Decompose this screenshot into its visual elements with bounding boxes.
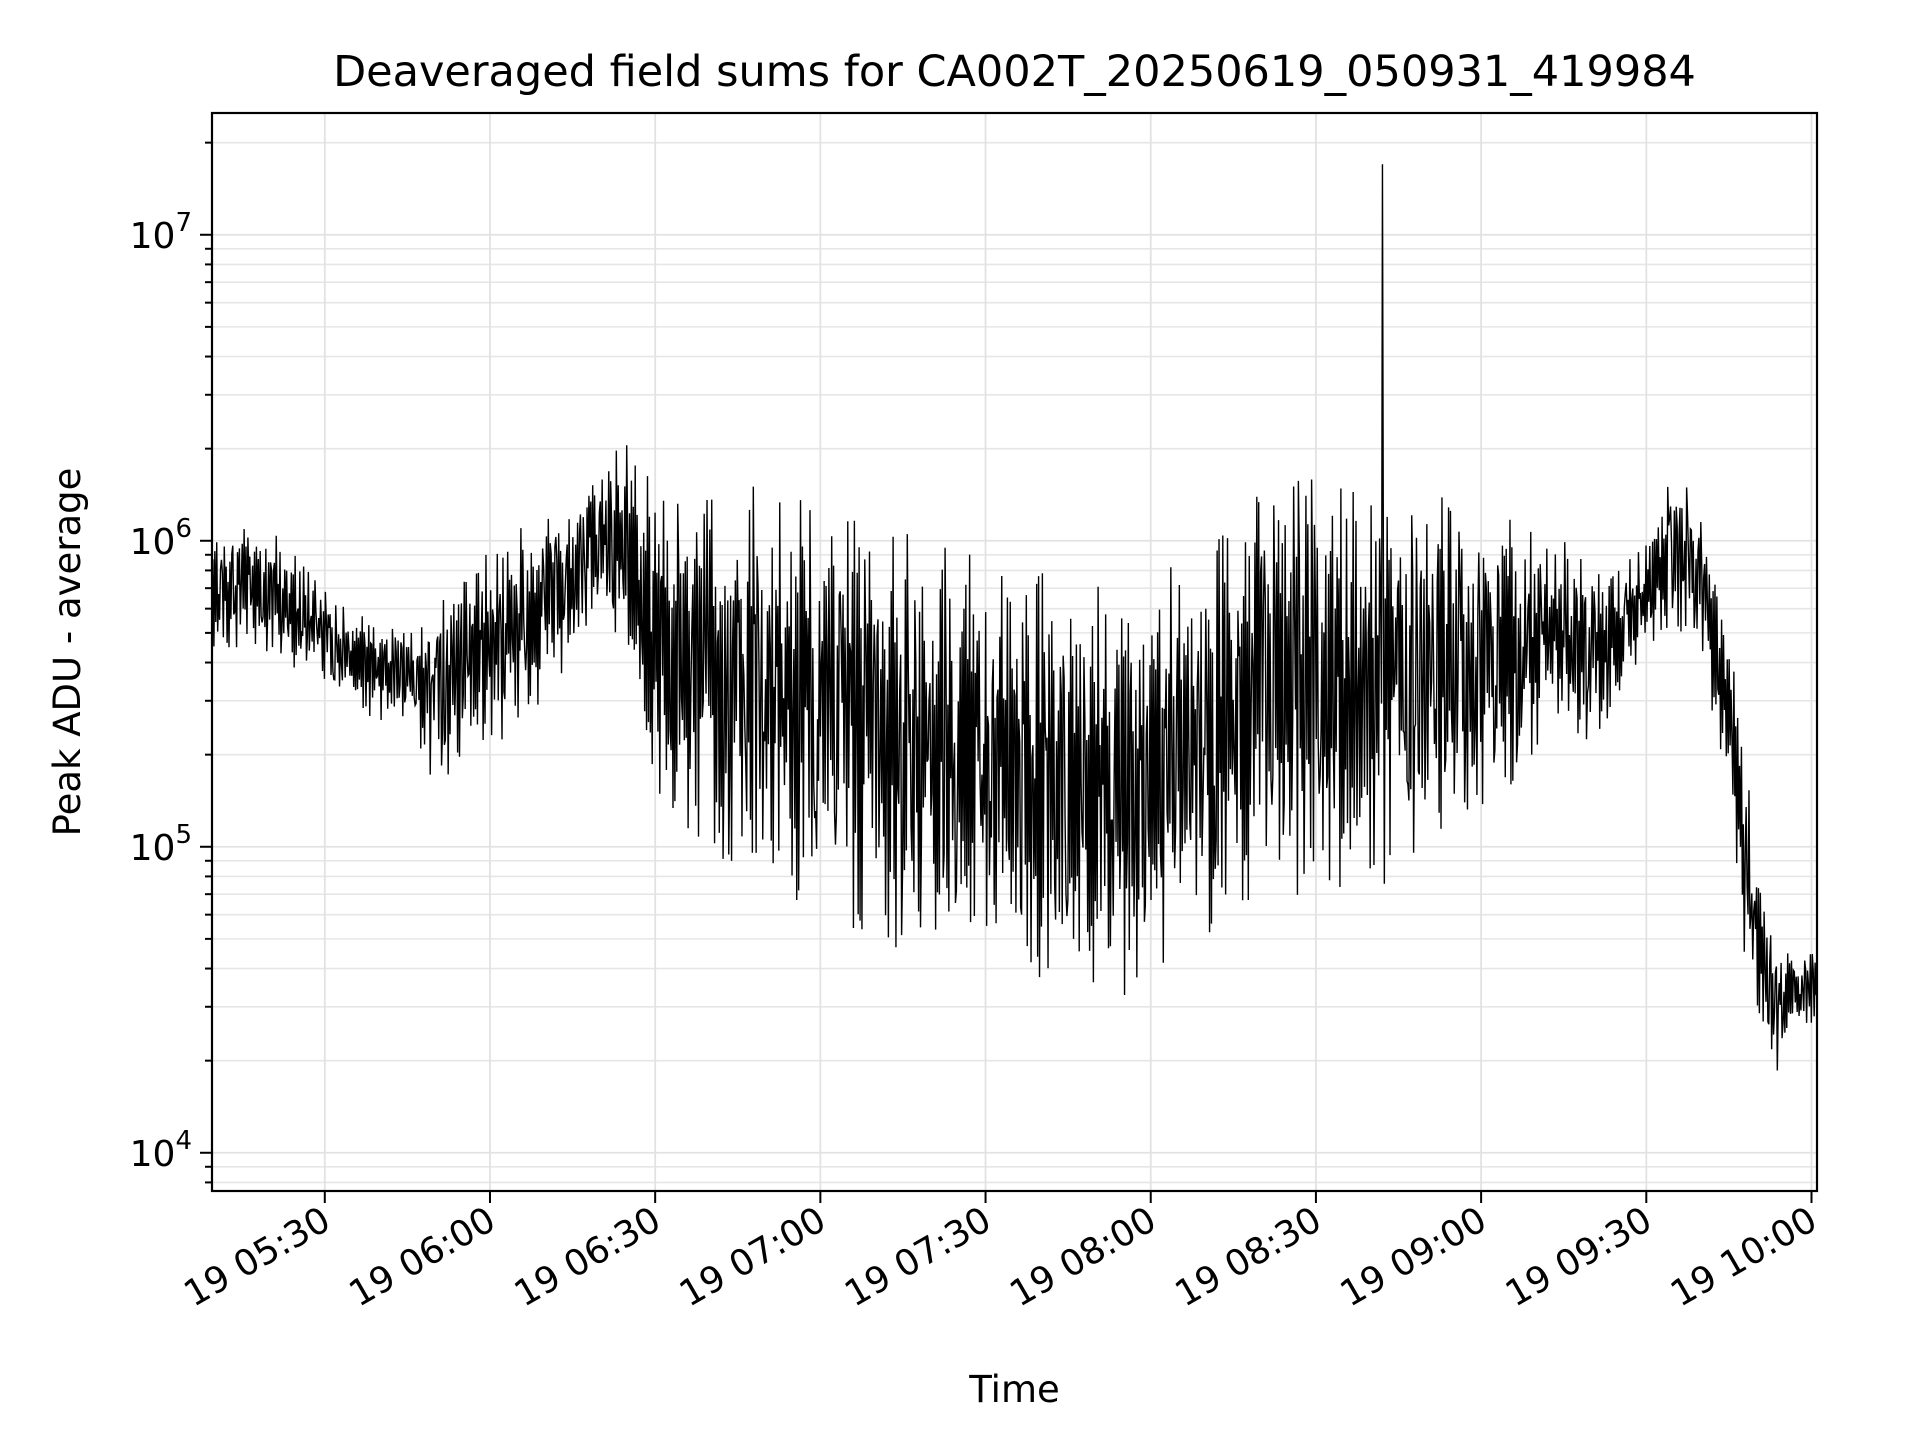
y-axis-label: Peak ADU - average: [46, 468, 89, 837]
plot-frame: [210, 111, 1819, 1193]
x-axis-label: Time: [968, 1368, 1060, 1411]
series-layer: [211, 164, 1818, 1071]
y-tick-label: 106: [130, 514, 192, 563]
chart-title: Deaveraged field sums for CA002T_2025061…: [333, 47, 1696, 97]
series-line: [211, 164, 1818, 1071]
grid: [212, 113, 1817, 1191]
y-tick-label: 107: [130, 208, 192, 257]
y-tick-label: 104: [130, 1126, 192, 1175]
y-tick-label: 105: [130, 820, 192, 869]
